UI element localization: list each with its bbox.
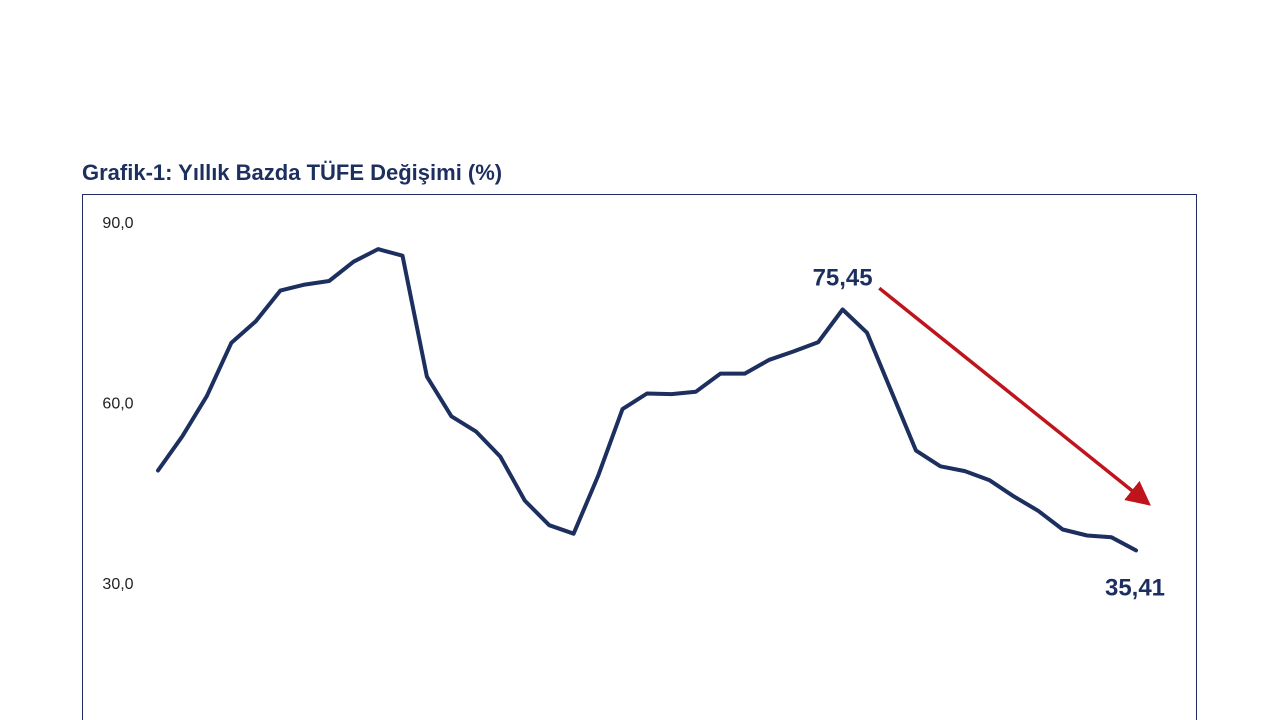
data-label: 75,45 [813, 265, 873, 292]
trend-arrow [878, 286, 1151, 506]
y-tick-label: 90,0 [102, 215, 133, 232]
series-line [156, 247, 1138, 553]
y-tick-label: 60,0 [102, 396, 133, 413]
chart-frame [82, 194, 1197, 720]
y-tick-label: 30,0 [102, 576, 133, 593]
data-label: 35,41 [1105, 574, 1165, 601]
chart-title: Grafik-1: Yıllık Bazda TÜFE Değişimi (%) [82, 160, 503, 185]
